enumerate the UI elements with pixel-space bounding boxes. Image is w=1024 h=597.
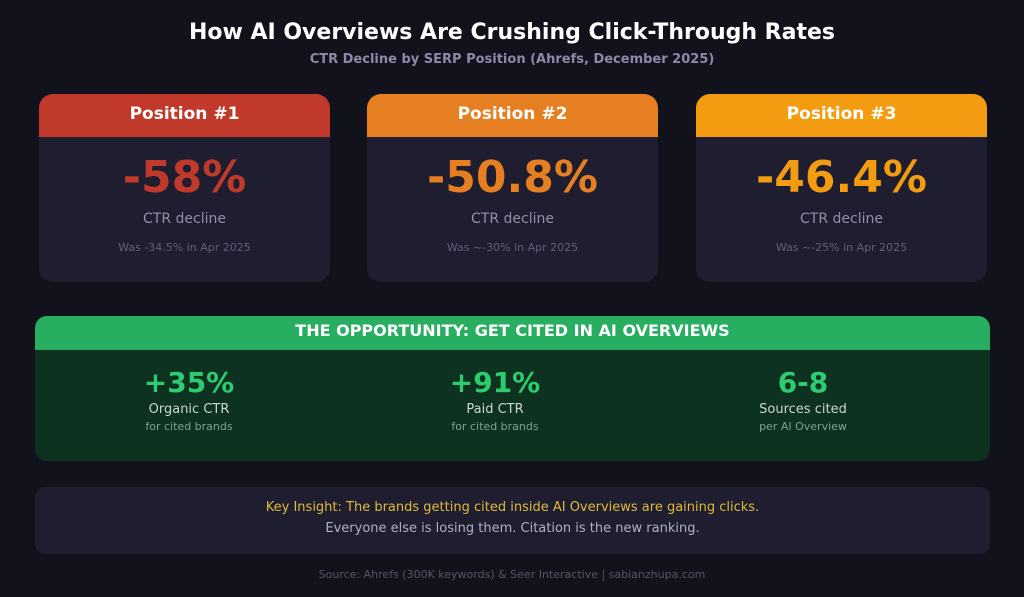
metric-label: CTR decline	[471, 211, 554, 227]
stat-value: +35%	[143, 366, 235, 399]
position-card-3: Position #3 -46.4% CTR decline Was ~-25%…	[696, 94, 987, 282]
stat-sublabel: for cited brands	[451, 420, 539, 433]
stat-value: 6-8	[777, 366, 829, 399]
metric-label: CTR decline	[143, 211, 226, 227]
ctr-decline-value: -50.8%	[427, 152, 598, 203]
position-card-2: Position #2 -50.8% CTR decline Was ~-30%…	[367, 94, 658, 282]
metric-label: CTR decline	[800, 211, 883, 227]
ctr-decline-value: -46.4%	[756, 152, 927, 203]
previous-value: Was -34.5% in Apr 2025	[118, 241, 251, 254]
stat-organic-ctr: +35% Organic CTR for cited brands	[59, 366, 319, 433]
page-title: How AI Overviews Are Crushing Click-Thro…	[188, 20, 836, 45]
opportunity-panel: THE OPPORTUNITY: GET CITED IN AI OVERVIE…	[35, 316, 990, 461]
stat-label: Paid CTR	[466, 402, 524, 417]
stat-sublabel: for cited brands	[145, 420, 233, 433]
insight-line-2: Everyone else is losing them. Citation i…	[325, 521, 700, 536]
stat-sources-cited: 6-8 Sources cited per AI Overview	[673, 366, 933, 433]
position-card-1: Position #1 -58% CTR decline Was -34.5% …	[39, 94, 330, 282]
card-header: Position #3	[696, 94, 987, 137]
insight-line-1: Key Insight: The brands getting cited in…	[265, 500, 760, 515]
previous-value: Was ~-30% in Apr 2025	[446, 241, 579, 254]
source-footer: Source: Ahrefs (300K keywords) & Seer In…	[318, 568, 706, 581]
card-header: Position #2	[367, 94, 658, 137]
ctr-decline-value: -58%	[122, 152, 247, 203]
stat-sublabel: per AI Overview	[759, 420, 847, 433]
key-insight-box: Key Insight: The brands getting cited in…	[35, 487, 990, 554]
card-header: Position #1	[39, 94, 330, 137]
previous-value: Was ~-25% in Apr 2025	[775, 241, 908, 254]
stat-label: Sources cited	[759, 402, 847, 417]
stat-label: Organic CTR	[148, 402, 230, 417]
page-subtitle: CTR Decline by SERP Position (Ahrefs, De…	[309, 52, 715, 67]
stat-value: +91%	[449, 366, 541, 399]
stat-paid-ctr: +91% Paid CTR for cited brands	[365, 366, 625, 433]
opportunity-title: THE OPPORTUNITY: GET CITED IN AI OVERVIE…	[35, 316, 990, 350]
